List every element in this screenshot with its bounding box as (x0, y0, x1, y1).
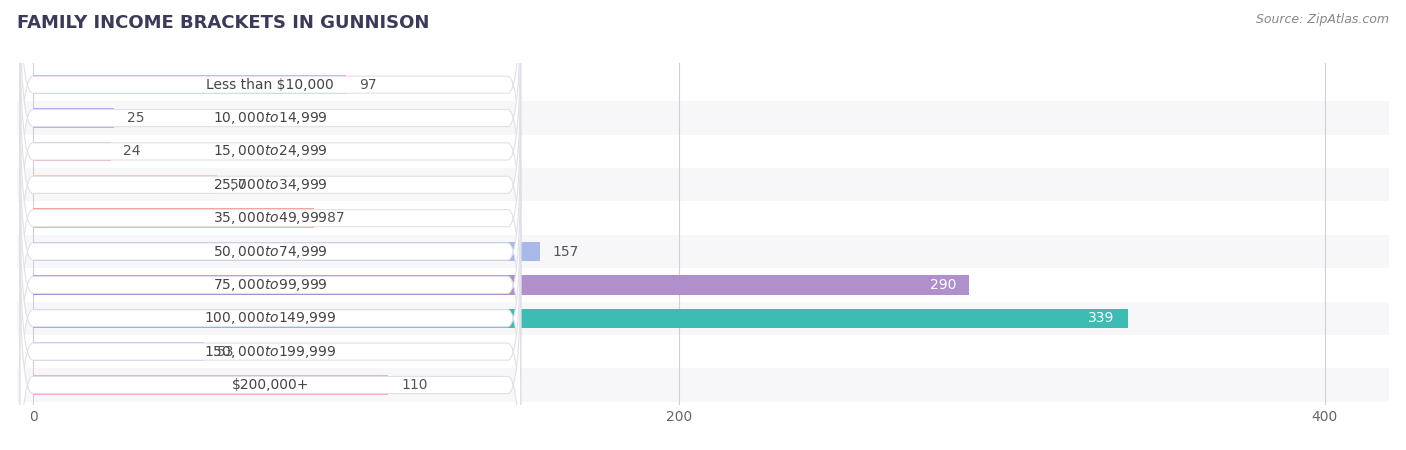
Text: 53: 53 (217, 345, 235, 359)
Bar (32, 342, 204, 361)
Bar (17, 268, 1389, 302)
Bar (32, 208, 314, 228)
Bar (32, 75, 346, 94)
FancyBboxPatch shape (20, 260, 520, 450)
FancyBboxPatch shape (20, 194, 520, 443)
FancyBboxPatch shape (20, 93, 520, 343)
FancyBboxPatch shape (20, 0, 520, 210)
Text: 25: 25 (127, 111, 145, 125)
Bar (32, 175, 217, 194)
Text: 24: 24 (124, 144, 141, 158)
Text: $150,000 to $199,999: $150,000 to $199,999 (204, 344, 336, 360)
Text: 290: 290 (931, 278, 956, 292)
FancyBboxPatch shape (20, 126, 520, 376)
Text: $10,000 to $14,999: $10,000 to $14,999 (212, 110, 328, 126)
Bar (17, 235, 1389, 268)
Bar (32, 375, 388, 395)
Bar (17, 335, 1389, 368)
Text: $75,000 to $99,999: $75,000 to $99,999 (212, 277, 328, 293)
Bar (32, 309, 1128, 328)
Bar (17, 368, 1389, 402)
Text: $25,000 to $34,999: $25,000 to $34,999 (212, 177, 328, 193)
Text: 97: 97 (359, 78, 377, 92)
Bar (17, 68, 1389, 101)
Text: $200,000+: $200,000+ (232, 378, 309, 392)
Bar (32, 242, 540, 261)
Text: $50,000 to $74,999: $50,000 to $74,999 (212, 243, 328, 260)
Text: 87: 87 (326, 211, 344, 225)
Bar (17, 168, 1389, 202)
Bar (17, 135, 1389, 168)
Text: Source: ZipAtlas.com: Source: ZipAtlas.com (1256, 14, 1389, 27)
Bar (17, 202, 1389, 235)
Text: $100,000 to $149,999: $100,000 to $149,999 (204, 310, 336, 326)
Bar (32, 108, 114, 128)
Text: 157: 157 (553, 244, 579, 258)
FancyBboxPatch shape (20, 60, 520, 310)
Bar (32, 275, 969, 295)
Text: 339: 339 (1088, 311, 1115, 325)
Text: $15,000 to $24,999: $15,000 to $24,999 (212, 144, 328, 159)
Text: FAMILY INCOME BRACKETS IN GUNNISON: FAMILY INCOME BRACKETS IN GUNNISON (17, 14, 429, 32)
Text: $35,000 to $49,999: $35,000 to $49,999 (212, 210, 328, 226)
Text: 57: 57 (231, 178, 247, 192)
FancyBboxPatch shape (20, 227, 520, 450)
Text: Less than $10,000: Less than $10,000 (207, 78, 335, 92)
FancyBboxPatch shape (20, 0, 520, 243)
FancyBboxPatch shape (20, 160, 520, 410)
Text: 110: 110 (401, 378, 427, 392)
Bar (17, 101, 1389, 135)
Bar (32, 142, 111, 161)
Bar (17, 302, 1389, 335)
FancyBboxPatch shape (20, 27, 520, 276)
